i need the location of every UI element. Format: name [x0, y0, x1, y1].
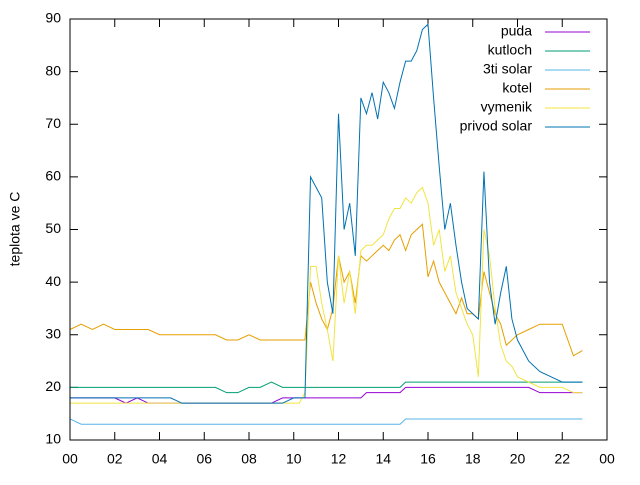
x-tick-label: 16: [420, 451, 436, 467]
x-tick-label: 00: [62, 451, 78, 467]
x-tick-label: 20: [510, 451, 526, 467]
legend-label: 3ti solar: [483, 61, 532, 77]
x-tick-label: 02: [107, 451, 123, 467]
legend-label: kotel: [502, 80, 532, 96]
legend-label: puda: [501, 23, 532, 39]
y-tick-label: 20: [45, 378, 61, 394]
x-tick-label: 08: [241, 451, 257, 467]
y-tick-label: 90: [45, 10, 61, 26]
y-tick-label: 40: [45, 273, 61, 289]
x-tick-label: 04: [152, 451, 168, 467]
series-line: [70, 381, 583, 394]
plot-border: [69, 18, 608, 441]
x-tick-label: 06: [196, 451, 212, 467]
y-tick-label: 50: [45, 220, 61, 236]
x-tick-label: 10: [286, 451, 302, 467]
x-tick-label: 00: [599, 451, 615, 467]
x-tick-label: 22: [554, 451, 570, 467]
y-tick-label: 10: [45, 431, 61, 447]
y-tick-label: 30: [45, 325, 61, 341]
x-tick-label: 12: [331, 451, 347, 467]
y-tick-label: 80: [45, 62, 61, 78]
legend-label: privod solar: [460, 118, 533, 134]
y-tick-label: 70: [45, 115, 61, 131]
x-tick-label: 14: [375, 451, 391, 467]
y-axis-label: teplota ve C: [7, 192, 23, 267]
x-tick-label: 18: [465, 451, 481, 467]
legend-label: kutloch: [488, 42, 532, 58]
series-line: [69, 418, 583, 425]
series-line: [70, 23, 583, 404]
series-line: [69, 223, 583, 357]
legend-label: vymenik: [481, 99, 533, 115]
y-tick-label: 60: [45, 168, 61, 184]
